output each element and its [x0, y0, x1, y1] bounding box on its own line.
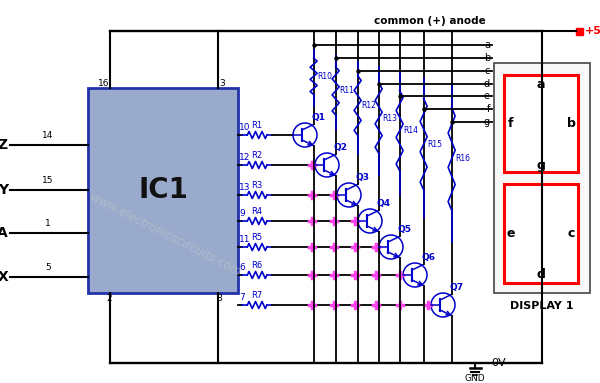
Text: 16: 16 [97, 79, 109, 88]
Text: Q3: Q3 [356, 173, 370, 182]
Text: a: a [484, 40, 490, 50]
Bar [504, 75, 578, 172]
Text: R13: R13 [383, 113, 398, 123]
Text: 10: 10 [239, 123, 251, 132]
Text: A: A [0, 226, 8, 240]
Text: b: b [566, 117, 575, 130]
Text: 0V: 0V [491, 358, 506, 368]
Text: 15: 15 [42, 176, 54, 185]
Text: www.electronicscircuits.com: www.electronicscircuits.com [87, 191, 243, 279]
Text: GND: GND [464, 374, 485, 383]
Text: +5V: +5V [585, 26, 600, 36]
Text: 14: 14 [43, 131, 53, 140]
Text: X: X [0, 270, 8, 284]
Text: R6: R6 [251, 261, 263, 270]
Text: 6: 6 [239, 263, 245, 272]
Bar [576, 28, 583, 34]
Text: 2: 2 [106, 294, 112, 303]
Text: R7: R7 [251, 291, 263, 300]
Text: Q5: Q5 [398, 226, 412, 234]
Text: R16: R16 [455, 154, 470, 163]
Text: R4: R4 [251, 207, 263, 216]
Text: R10: R10 [317, 72, 332, 81]
Text: f: f [508, 117, 514, 130]
Bar [88, 88, 238, 293]
Text: R3: R3 [251, 181, 263, 190]
Text: Z: Z [0, 138, 8, 152]
Text: 11: 11 [239, 235, 251, 244]
Text: R1: R1 [251, 121, 263, 130]
Text: 8: 8 [216, 294, 222, 303]
Text: 7: 7 [239, 293, 245, 302]
Text: 12: 12 [239, 153, 250, 162]
Text: d: d [484, 79, 490, 89]
Text: DISPLAY 1: DISPLAY 1 [510, 301, 574, 311]
Text: IC1: IC1 [138, 177, 188, 205]
Text: R2: R2 [251, 151, 263, 160]
Text: R5: R5 [251, 233, 263, 242]
Text: c: c [485, 66, 490, 76]
Text: R15: R15 [428, 140, 443, 149]
Text: e: e [507, 227, 515, 240]
Text: Q4: Q4 [377, 200, 391, 208]
Text: 9: 9 [239, 209, 245, 218]
Text: c: c [568, 227, 575, 240]
Text: g: g [484, 117, 490, 127]
Bar [494, 63, 590, 293]
Text: d: d [536, 268, 545, 282]
Text: b: b [484, 53, 490, 63]
Text: g: g [536, 159, 545, 172]
Text: Q2: Q2 [334, 143, 347, 152]
Text: 5: 5 [45, 263, 51, 272]
Text: common (+) anode: common (+) anode [374, 16, 486, 26]
Text: 1: 1 [45, 219, 51, 228]
Text: e: e [484, 91, 490, 101]
Bar [504, 184, 578, 283]
Text: f: f [487, 104, 490, 114]
Text: R12: R12 [362, 101, 377, 110]
Text: Q1: Q1 [311, 113, 326, 123]
Text: R11: R11 [340, 87, 355, 95]
Text: Y: Y [0, 183, 8, 197]
Text: R14: R14 [404, 126, 419, 135]
Text: 3: 3 [219, 79, 225, 88]
Text: 13: 13 [239, 183, 251, 192]
Text: Q6: Q6 [422, 254, 436, 262]
Text: Q7: Q7 [449, 283, 464, 292]
Text: a: a [537, 79, 545, 92]
